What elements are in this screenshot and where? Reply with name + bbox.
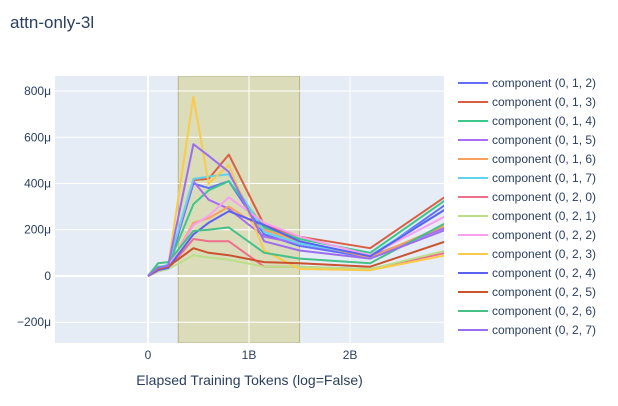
- series-line: [147, 249, 444, 277]
- legend-item[interactable]: component (0, 1, 6): [458, 152, 596, 166]
- legend-item[interactable]: component (0, 2, 2): [458, 228, 596, 242]
- legend[interactable]: component (0, 1, 2) component (0, 1, 3) co…: [458, 76, 596, 337]
- y-tick-label: 200μ: [24, 223, 51, 237]
- legend-label: component (0, 2, 7): [492, 323, 596, 337]
- legend-item[interactable]: component (0, 1, 7): [458, 171, 596, 185]
- legend-label: component (0, 1, 3): [492, 95, 596, 109]
- y-tick-label: 600μ: [24, 130, 51, 144]
- legend-item[interactable]: component (0, 1, 5): [458, 133, 596, 147]
- legend-item[interactable]: component (0, 2, 4): [458, 266, 596, 280]
- series-line: [147, 240, 444, 277]
- chart-title: attn-only-3l: [10, 13, 94, 32]
- legend-label: component (0, 2, 6): [492, 304, 596, 318]
- y-tick-label: 400μ: [24, 176, 51, 190]
- x-tick-label: 1B: [242, 348, 257, 362]
- legend-item[interactable]: component (0, 2, 6): [458, 304, 596, 318]
- legend-item[interactable]: component (0, 2, 7): [458, 323, 596, 337]
- legend-label: component (0, 2, 0): [492, 190, 596, 204]
- legend-item[interactable]: component (0, 2, 0): [458, 190, 596, 204]
- tick-layer: −200μ 0 200μ 400μ 600μ 800μ 0 1B 2B: [17, 84, 357, 362]
- legend-label: component (0, 1, 2): [492, 76, 596, 90]
- legend-label: component (0, 2, 1): [492, 209, 596, 223]
- x-axis-title: Elapsed Training Tokens (log=False): [136, 372, 363, 388]
- y-tick-label: −200μ: [17, 315, 51, 329]
- legend-label: component (0, 1, 4): [492, 114, 596, 128]
- legend-label: component (0, 1, 5): [492, 133, 596, 147]
- legend-item[interactable]: component (0, 2, 1): [458, 209, 596, 223]
- series-layer: [147, 95, 444, 277]
- series-line: [147, 143, 444, 277]
- legend-label: component (0, 2, 3): [492, 247, 596, 261]
- y-tick-label: 800μ: [24, 84, 51, 98]
- legend-item[interactable]: component (0, 1, 4): [458, 114, 596, 128]
- legend-item[interactable]: component (0, 1, 3): [458, 95, 596, 109]
- legend-label: component (0, 2, 5): [492, 285, 596, 299]
- y-tick-label: 0: [44, 269, 51, 283]
- grid-layer: [55, 76, 444, 343]
- series-line: [147, 208, 444, 277]
- legend-label: component (0, 1, 7): [492, 171, 596, 185]
- x-tick-label: 0: [145, 348, 152, 362]
- legend-item[interactable]: component (0, 2, 5): [458, 285, 596, 299]
- legend-label: component (0, 1, 6): [492, 152, 596, 166]
- series-line: [147, 222, 444, 277]
- legend-label: component (0, 2, 4): [492, 266, 596, 280]
- legend-item[interactable]: component (0, 2, 3): [458, 247, 596, 261]
- legend-item[interactable]: component (0, 1, 2): [458, 76, 596, 90]
- legend-label: component (0, 2, 2): [492, 228, 596, 242]
- x-tick-label: 2B: [343, 348, 358, 362]
